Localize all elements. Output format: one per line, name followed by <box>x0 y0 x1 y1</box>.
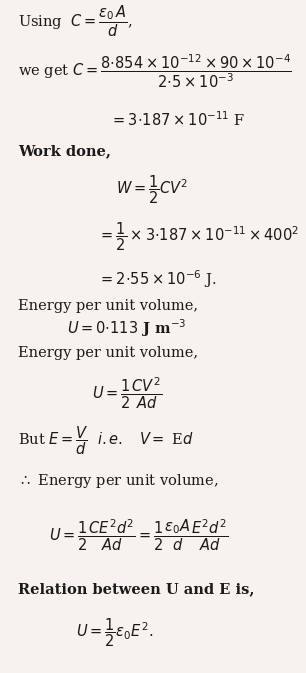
Text: $U = \dfrac{1}{2}\dfrac{CV^2}{Ad}$: $U = \dfrac{1}{2}\dfrac{CV^2}{Ad}$ <box>92 376 162 411</box>
Text: Using  $C = \dfrac{\epsilon_0\/ A}{d}$,: Using $C = \dfrac{\epsilon_0\/ A}{d}$, <box>18 4 133 39</box>
Text: Work done,: Work done, <box>18 145 111 158</box>
Text: Energy per unit volume,: Energy per unit volume, <box>18 299 199 313</box>
Text: $\therefore$ Energy per unit volume,: $\therefore$ Energy per unit volume, <box>18 472 219 490</box>
Text: $= 3{\cdot}187\times10^{-11}$ F: $= 3{\cdot}187\times10^{-11}$ F <box>110 110 245 129</box>
Text: we get $C = \dfrac{8{\cdot}854\times10^{-12}\times90\times10^{-4}}{2{\cdot}5\tim: we get $C = \dfrac{8{\cdot}854\times10^{… <box>18 52 292 90</box>
Text: $U = \dfrac{1}{2}\epsilon_0 E^2.$: $U = \dfrac{1}{2}\epsilon_0 E^2.$ <box>76 616 154 649</box>
Text: But $E = \dfrac{V}{d}$  $i.e.$   $V =$ E$d$: But $E = \dfrac{V}{d}$ $i.e.$ $V =$ E$d$ <box>18 425 194 457</box>
Text: Relation between U and E is,: Relation between U and E is, <box>18 582 255 596</box>
Text: $U = \dfrac{1}{2}\dfrac{CE^2d^2}{Ad} = \dfrac{1}{2}\dfrac{\epsilon_0 A}{d}\dfrac: $U = \dfrac{1}{2}\dfrac{CE^2d^2}{Ad} = \… <box>49 518 228 553</box>
Text: $U = 0{\cdot}113$ J m$^{-3}$: $U = 0{\cdot}113$ J m$^{-3}$ <box>67 318 187 339</box>
Text: $W = \dfrac{1}{2}CV^2$: $W = \dfrac{1}{2}CV^2$ <box>116 174 188 206</box>
Text: Energy per unit volume,: Energy per unit volume, <box>18 346 199 359</box>
Text: $= 2{\cdot}55\times10^{-6}$ J.: $= 2{\cdot}55\times10^{-6}$ J. <box>98 269 216 290</box>
Text: $= \dfrac{1}{2}\times3{\cdot}187\times10^{-11}\times400^2$: $= \dfrac{1}{2}\times3{\cdot}187\times10… <box>98 221 299 253</box>
